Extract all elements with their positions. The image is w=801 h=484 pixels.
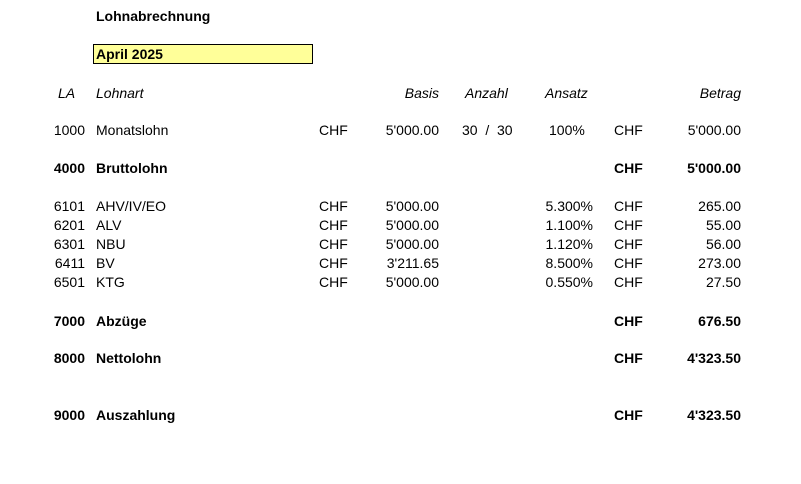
- cell-basis: 3'211.65: [386, 255, 439, 271]
- cell-cur2: CHF: [614, 255, 643, 271]
- cell-la: 7000: [53, 313, 85, 329]
- table-row: 6411 BV CHF 3'211.65 8.500% CHF 273.00: [0, 254, 801, 272]
- cell-cur1: CHF: [319, 255, 348, 271]
- cell-name: Auszahlung: [96, 407, 176, 423]
- cell-cur2: CHF: [614, 122, 643, 138]
- cell-betrag: 27.50: [705, 274, 741, 290]
- table-row: 9000 Auszahlung CHF 4'323.50: [0, 406, 801, 424]
- cell-cur2: CHF: [614, 160, 643, 176]
- cell-la: 4000: [53, 160, 85, 176]
- cell-la: 6301: [53, 236, 85, 252]
- table-row: 6501 KTG CHF 5'000.00 0.550% CHF 27.50: [0, 273, 801, 291]
- cell-ansatz: 8.500%: [545, 255, 593, 271]
- cell-la: 6101: [53, 198, 85, 214]
- cell-betrag: 4'323.50: [687, 350, 741, 366]
- cell-ansatz: 1.100%: [545, 217, 593, 233]
- cell-betrag: 676.50: [698, 313, 741, 329]
- header-lohnart: Lohnart: [96, 85, 144, 101]
- cell-cur1: CHF: [319, 217, 348, 233]
- table-row: 6101 AHV/IV/EO CHF 5'000.00 5.300% CHF 265.00: [0, 197, 801, 215]
- cell-betrag: 56.00: [705, 236, 741, 252]
- cell-ansatz: 5.300%: [545, 198, 593, 214]
- table-row: 6301 NBU CHF 5'000.00 1.120% CHF 56.00: [0, 235, 801, 253]
- column-headers: LA Lohnart Basis Anzahl Ansatz Betrag: [0, 84, 801, 102]
- table-row: 4000 Bruttolohn CHF 5'000.00: [0, 159, 801, 177]
- cell-betrag: 4'323.50: [687, 407, 741, 423]
- cell-cur2: CHF: [614, 236, 643, 252]
- cell-la: 6411: [54, 255, 85, 271]
- cell-basis: 5'000.00: [385, 236, 439, 252]
- cell-basis: 5'000.00: [385, 198, 439, 214]
- cell-name: Abzüge: [96, 313, 147, 329]
- cell-cur1: CHF: [319, 122, 348, 138]
- cell-cur1: CHF: [319, 236, 348, 252]
- cell-la: 9000: [53, 407, 85, 423]
- cell-name: KTG: [96, 274, 125, 290]
- header-la: LA: [58, 85, 76, 101]
- cell-name: Bruttolohn: [96, 160, 168, 176]
- header-betrag: Betrag: [699, 85, 741, 101]
- cell-betrag: 5'000.00: [687, 122, 741, 138]
- period-field[interactable]: April 2025: [93, 44, 313, 64]
- cell-name: AHV/IV/EO: [96, 198, 167, 214]
- cell-basis: 5'000.00: [385, 122, 439, 138]
- cell-basis: 5'000.00: [385, 274, 439, 290]
- cell-cur2: CHF: [614, 313, 643, 329]
- table-row: 7000 Abzüge CHF 676.50: [0, 312, 801, 330]
- cell-ansatz: 0.550%: [545, 274, 593, 290]
- table-row: 8000 Nettolohn CHF 4'323.50: [0, 349, 801, 367]
- cell-cur1: CHF: [319, 198, 348, 214]
- table-row: 1000 Monatslohn CHF 5'000.00 30 / 30 100% CHF 5…: [0, 121, 801, 139]
- cell-cur2: CHF: [614, 274, 643, 290]
- cell-betrag: 265.00: [698, 198, 741, 214]
- cell-betrag: 55.00: [705, 217, 741, 233]
- cell-basis: 5'000.00: [385, 217, 439, 233]
- cell-la: 8000: [53, 350, 85, 366]
- cell-cur2: CHF: [614, 217, 643, 233]
- cell-name: BV: [96, 255, 115, 271]
- table-row: 6201 ALV CHF 5'000.00 1.100% CHF 55.00: [0, 216, 801, 234]
- cell-cur2: CHF: [614, 198, 643, 214]
- cell-la: 6501: [53, 274, 85, 290]
- cell-name: ALV: [96, 217, 122, 233]
- cell-name: Monatslohn: [96, 122, 169, 138]
- document-title: Lohnabrechnung: [96, 8, 211, 24]
- cell-cur2: CHF: [614, 407, 643, 423]
- cell-betrag: 5'000.00: [687, 160, 741, 176]
- cell-la: 1000: [53, 122, 85, 138]
- cell-cur1: CHF: [319, 274, 348, 290]
- cell-betrag: 273.00: [698, 255, 741, 271]
- cell-ansatz: 100%: [549, 122, 585, 138]
- header-basis: Basis: [404, 85, 439, 101]
- cell-cur2: CHF: [614, 350, 643, 366]
- header-ansatz: Ansatz: [545, 85, 588, 101]
- header-anzahl: Anzahl: [465, 85, 508, 101]
- cell-ansatz: 1.120%: [545, 236, 593, 252]
- cell-name: Nettolohn: [96, 350, 162, 366]
- cell-anzahl: 30 / 30: [462, 122, 513, 138]
- cell-la: 6201: [53, 217, 85, 233]
- cell-name: NBU: [96, 236, 126, 252]
